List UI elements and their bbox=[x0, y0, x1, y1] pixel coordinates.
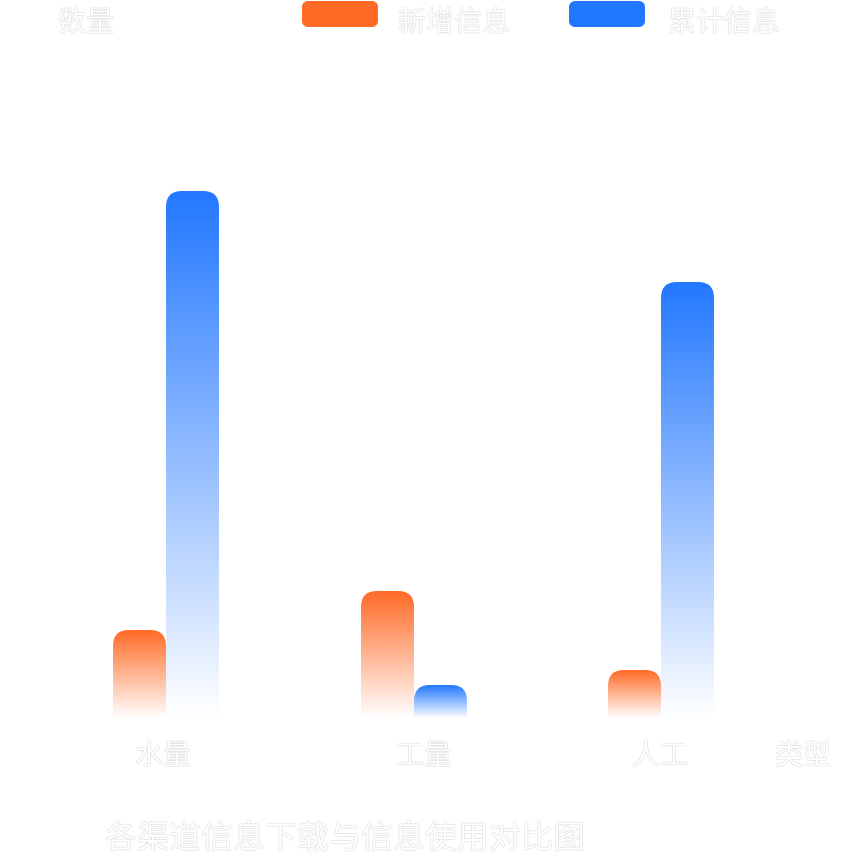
x-tick-label-1: 工量 bbox=[396, 738, 453, 771]
legend-swatch-series-2 bbox=[569, 1, 645, 27]
x-tick-label-2: 人工 bbox=[632, 738, 689, 771]
y-axis-label: 数量 bbox=[58, 5, 115, 38]
bar-0-2 bbox=[608, 670, 661, 718]
legend-label-series-1: 新增信息 bbox=[398, 5, 511, 38]
chart-title: 各渠道信息下载与信息使用对比图 bbox=[105, 818, 586, 856]
bar-1-0 bbox=[166, 191, 219, 718]
x-tick-label-0: 水量 bbox=[135, 738, 192, 771]
legend-swatch-series-1 bbox=[302, 1, 378, 27]
bar-1-1 bbox=[414, 685, 467, 718]
x-axis-label: 类型 bbox=[775, 738, 832, 771]
bar-0-1 bbox=[361, 591, 414, 718]
bar-0-0 bbox=[113, 630, 166, 718]
legend-label-series-2: 累计信息 bbox=[668, 5, 781, 38]
bar-1-2 bbox=[661, 282, 714, 718]
